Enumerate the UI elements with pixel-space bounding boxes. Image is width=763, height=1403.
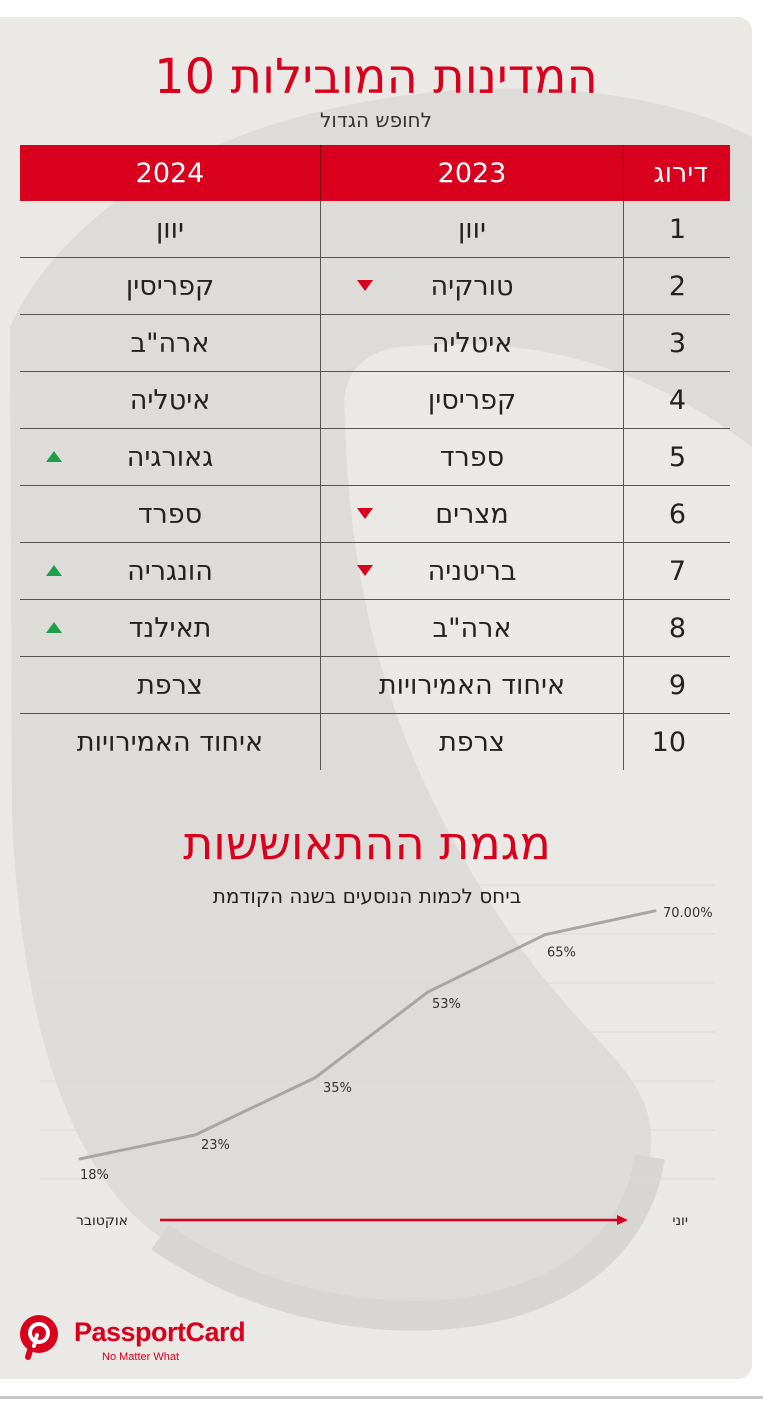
chart-data-label: 18% bbox=[80, 1168, 109, 1183]
infographic-card: 10 המדינות המובילות לחופש הגדול דירוג 20… bbox=[0, 17, 752, 1379]
country-2024-label: תאילנד bbox=[128, 612, 212, 644]
timeline-end-label: יוני bbox=[672, 1213, 688, 1229]
chart-point bbox=[78, 1157, 82, 1161]
table-row: 10 צרפת איחוד האמירויות bbox=[20, 714, 730, 770]
table-row: 2 טורקיה קפריסין bbox=[20, 258, 730, 315]
country-2023-cell: טורקיה bbox=[321, 258, 624, 314]
chart-data-label: 65% bbox=[547, 946, 576, 961]
rank-cell: 5 bbox=[668, 441, 686, 473]
trend-up-icon bbox=[46, 451, 62, 462]
trend-down-icon bbox=[357, 565, 373, 576]
country-2024-label: איחוד האמירויות bbox=[76, 726, 264, 758]
trend-down-icon bbox=[357, 280, 373, 291]
rank-cell: 10 bbox=[651, 726, 686, 758]
country-2023-cell: איטליה bbox=[321, 315, 624, 371]
country-2024-cell: הונגריה bbox=[20, 543, 321, 599]
country-2024-cell: איטליה bbox=[20, 372, 321, 428]
chart-data-label: 23% bbox=[201, 1138, 230, 1153]
country-2024-label: ארה"ב bbox=[130, 327, 210, 359]
country-2023-cell: מצרים bbox=[321, 486, 624, 542]
country-2024-cell: ארה"ב bbox=[20, 315, 321, 371]
brand-tagline: No Matter What bbox=[102, 1351, 180, 1363]
country-2024-label: איטליה bbox=[129, 384, 211, 416]
page-subtitle: לחופש הגדול bbox=[320, 108, 432, 132]
column-header-rank: דירוג bbox=[653, 157, 708, 189]
rank-cell: 3 bbox=[668, 327, 686, 359]
section-title-recovery: מגמת ההתאוששות bbox=[183, 816, 551, 870]
chart-series-line bbox=[79, 909, 656, 1161]
chart-point bbox=[543, 933, 547, 937]
country-2023-label: ארה"ב bbox=[432, 612, 512, 644]
chart-data-label: 70.00% bbox=[663, 906, 713, 921]
rank-cell: 9 bbox=[668, 669, 686, 701]
country-2024-label: גאורגיה bbox=[126, 441, 214, 473]
passportcard-logo: PassportCard No Matter What bbox=[16, 1307, 246, 1367]
country-2024-cell: גאורגיה bbox=[20, 429, 321, 485]
country-2023-cell: בריטניה bbox=[321, 543, 624, 599]
ranking-table: דירוג 2023 2024 1 יוון יוון 2 טורקיה קפריסין 3… bbox=[20, 145, 730, 770]
section-subtitle-recovery: ביחס לכמות הנוסעים בשנה הקודמת bbox=[212, 884, 522, 908]
chart-point bbox=[193, 1133, 197, 1137]
country-2023-label: ספרד bbox=[439, 441, 505, 473]
country-2024-label: צרפת bbox=[137, 669, 203, 701]
country-2023-label: איטליה bbox=[431, 327, 513, 359]
chart-point bbox=[426, 990, 430, 994]
chart-data-label: 53% bbox=[432, 997, 461, 1012]
table-row: 6 מצרים ספרד bbox=[20, 486, 730, 543]
rank-cell: 4 bbox=[668, 384, 686, 416]
table-row: 8 ארה"ב תאילנד bbox=[20, 600, 730, 657]
timeline-start-label: אוקטובר bbox=[76, 1213, 128, 1229]
rank-cell: 7 bbox=[668, 555, 686, 587]
column-header-2024: 2024 bbox=[20, 145, 321, 201]
arrow-head-icon bbox=[617, 1215, 628, 1225]
table-row: 9 איחוד האמירויות צרפת bbox=[20, 657, 730, 714]
trend-up-icon bbox=[46, 622, 62, 633]
table-row: 1 יוון יוון bbox=[20, 201, 730, 258]
country-2023-label: יוון bbox=[457, 213, 487, 245]
country-2023-cell: ארה"ב bbox=[321, 600, 624, 656]
trend-up-icon bbox=[46, 565, 62, 576]
page-title: 10 המדינות המובילות bbox=[154, 49, 598, 105]
country-2024-cell: יוון bbox=[20, 201, 321, 257]
country-2024-cell: תאילנד bbox=[20, 600, 321, 656]
table-row: 4 קפריסין איטליה bbox=[20, 372, 730, 429]
chart-point bbox=[653, 909, 657, 913]
brand-name: PassportCard bbox=[74, 1317, 246, 1347]
table-row: 5 ספרד גאורגיה bbox=[20, 429, 730, 486]
country-2023-cell: יוון bbox=[321, 201, 624, 257]
country-2024-cell: קפריסין bbox=[20, 258, 321, 314]
country-2024-cell: איחוד האמירויות bbox=[20, 714, 321, 770]
country-2023-label: קפריסין bbox=[427, 384, 517, 416]
country-2024-label: ספרד bbox=[137, 498, 203, 530]
recovery-line-chart: 18% 23% 35% 53% 65% 70.00% אוקטובר יוני bbox=[40, 884, 715, 1229]
table-header: דירוג 2023 2024 bbox=[20, 145, 730, 201]
column-header-2023: 2023 bbox=[321, 145, 624, 201]
background-logo-watermark bbox=[10, 88, 752, 1331]
country-2023-label: מצרים bbox=[435, 498, 509, 530]
country-2023-label: איחוד האמירויות bbox=[378, 669, 566, 701]
rank-cell: 6 bbox=[668, 498, 686, 530]
country-2024-cell: צרפת bbox=[20, 657, 321, 713]
country-2023-label: צרפת bbox=[439, 726, 505, 758]
passportcard-p-icon bbox=[20, 1315, 58, 1360]
country-2024-label: יוון bbox=[155, 213, 185, 245]
chart-point bbox=[313, 1076, 317, 1080]
country-2023-label: טורקיה bbox=[430, 270, 514, 302]
trend-down-icon bbox=[357, 508, 373, 519]
country-2024-label: הונגריה bbox=[127, 555, 213, 587]
country-2023-cell: צרפת bbox=[321, 714, 624, 770]
rank-cell: 1 bbox=[668, 213, 686, 245]
rank-cell: 8 bbox=[668, 612, 686, 644]
country-2023-cell: קפריסין bbox=[321, 372, 624, 428]
table-row: 3 איטליה ארה"ב bbox=[20, 315, 730, 372]
country-2023-label: בריטניה bbox=[427, 555, 517, 587]
country-2024-label: קפריסין bbox=[125, 270, 215, 302]
country-2023-cell: איחוד האמירויות bbox=[321, 657, 624, 713]
rank-cell: 2 bbox=[668, 270, 686, 302]
country-2024-cell: ספרד bbox=[20, 486, 321, 542]
country-2023-cell: ספרד bbox=[321, 429, 624, 485]
chart-data-label: 35% bbox=[323, 1081, 352, 1096]
table-row: 7 בריטניה הונגריה bbox=[20, 543, 730, 600]
bottom-divider bbox=[0, 1396, 763, 1399]
